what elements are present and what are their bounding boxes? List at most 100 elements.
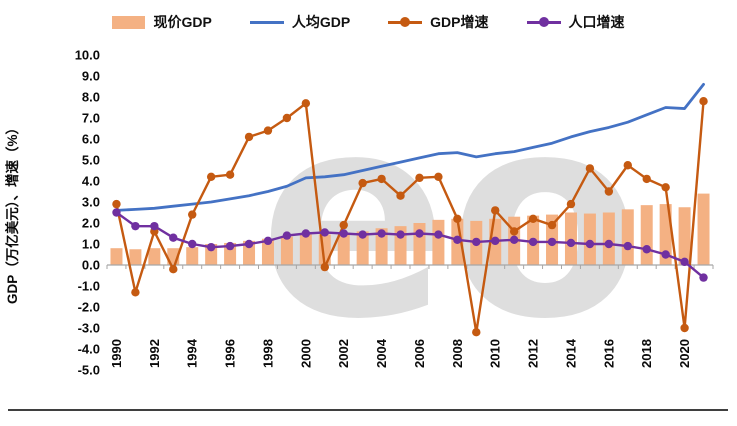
series-marker (396, 191, 405, 200)
series-marker (434, 172, 443, 181)
y-tick-label: 1.0 (82, 237, 100, 252)
line-swatch-icon (249, 15, 284, 29)
series-marker (396, 230, 405, 239)
y-tick-label: 8.0 (82, 90, 100, 105)
series-marker (263, 126, 273, 135)
series-marker (188, 210, 197, 219)
x-tick-label: 2014 (563, 338, 578, 368)
gdp-bar (110, 248, 123, 265)
series-marker (642, 174, 651, 184)
gdp-bar (337, 233, 350, 265)
x-tick-label: 2018 (639, 339, 654, 368)
series-marker (528, 214, 538, 223)
series-marker (566, 199, 576, 209)
series-marker (169, 233, 178, 242)
series-marker (415, 229, 424, 238)
series-marker (680, 257, 689, 267)
series-marker (528, 237, 538, 247)
line-marker-swatch-icon (388, 15, 423, 29)
series-marker (491, 206, 500, 215)
x-tick-label: 2010 (488, 339, 503, 368)
series-marker (585, 164, 595, 173)
x-tick-label: 2020 (677, 339, 692, 368)
series-marker (604, 239, 614, 249)
series-marker (661, 183, 670, 192)
legend-label-gdp-growth: GDP增速 (430, 14, 489, 30)
series-marker (112, 208, 121, 217)
x-tick-label: 2016 (601, 339, 616, 368)
series-marker (206, 242, 216, 252)
series-marker (244, 132, 254, 142)
y-tick-label: -5.0 (78, 363, 100, 378)
gdp-bar (621, 209, 634, 265)
series-marker (604, 187, 614, 196)
gdp-bar (299, 234, 312, 265)
legend-label-gdp-per-capita: 人均GDP (291, 14, 351, 30)
series-marker (282, 113, 292, 123)
series-marker (301, 99, 311, 108)
y-tick-label: 0.0 (82, 258, 100, 273)
series-marker (699, 273, 708, 282)
gdp-bar (640, 205, 653, 265)
legend-label-current-gdp: 现价GDP (153, 14, 212, 30)
series-marker (282, 231, 292, 240)
y-tick-label: -4.0 (78, 342, 100, 357)
bar-swatch-icon (112, 15, 146, 29)
series-marker (472, 328, 481, 337)
series-marker (188, 239, 197, 249)
gdp-bar (602, 212, 615, 265)
series-marker (509, 235, 519, 244)
x-tick-label: 1996 (223, 339, 238, 368)
series-marker (131, 288, 140, 297)
series-marker (339, 229, 348, 238)
chart-legend: 现价GDP 人均GDP GDP增速 人口增速 (0, 8, 737, 36)
legend-item-current-gdp: 现价GDP (112, 12, 212, 32)
series-marker (358, 230, 367, 239)
legend-label-population-growth: 人口增速 (568, 14, 625, 30)
series-marker (547, 220, 557, 230)
x-tick-label: 2000 (298, 339, 313, 368)
series-marker (623, 241, 632, 251)
series-marker (320, 262, 329, 272)
series-marker (453, 214, 462, 223)
gdp-bar (129, 249, 142, 265)
series-marker (150, 221, 159, 231)
y-tick-label: -1.0 (78, 279, 100, 294)
y-tick-label: 2.0 (82, 216, 100, 231)
gdp-bar (148, 248, 161, 265)
y-tick-label: -3.0 (78, 321, 100, 336)
gdp-bar (261, 238, 274, 265)
x-tick-label: 1994 (185, 338, 200, 368)
legend-item-gdp-growth: GDP增速 (388, 12, 489, 32)
series-marker (472, 237, 481, 247)
series-marker (509, 227, 519, 236)
y-tick-label: 9.0 (82, 69, 100, 84)
series-marker (661, 250, 670, 259)
series-marker (320, 228, 329, 237)
gdp-bar (280, 236, 293, 265)
x-tick-label: 2006 (412, 339, 427, 368)
series-marker (112, 199, 121, 209)
line-marker-swatch-icon (526, 15, 561, 29)
y-axis-title: GDP（万亿美元）、增速（%） (4, 121, 20, 304)
series-marker (339, 220, 348, 230)
series-marker (377, 229, 386, 238)
y-tick-label: 5.0 (82, 153, 100, 168)
y-tick-label: 4.0 (82, 174, 100, 189)
series-marker (434, 230, 443, 239)
series-marker (585, 239, 595, 249)
y-tick-label: -2.0 (78, 300, 100, 315)
gdp-bar (375, 228, 388, 265)
watermark-text: eo (259, 55, 641, 381)
series-marker (263, 236, 273, 246)
series-marker (225, 241, 235, 251)
gdp-bar (583, 213, 596, 265)
gdp-bar (659, 204, 672, 265)
x-tick-label: 2012 (526, 339, 541, 368)
legend-item-gdp-per-capita: 人均GDP (249, 12, 351, 32)
series-marker (225, 170, 235, 179)
series-marker (131, 221, 140, 231)
x-tick-label: 1998 (260, 339, 275, 368)
legend-item-population-growth: 人口增速 (526, 12, 625, 32)
x-tick-label: 2008 (450, 339, 465, 368)
